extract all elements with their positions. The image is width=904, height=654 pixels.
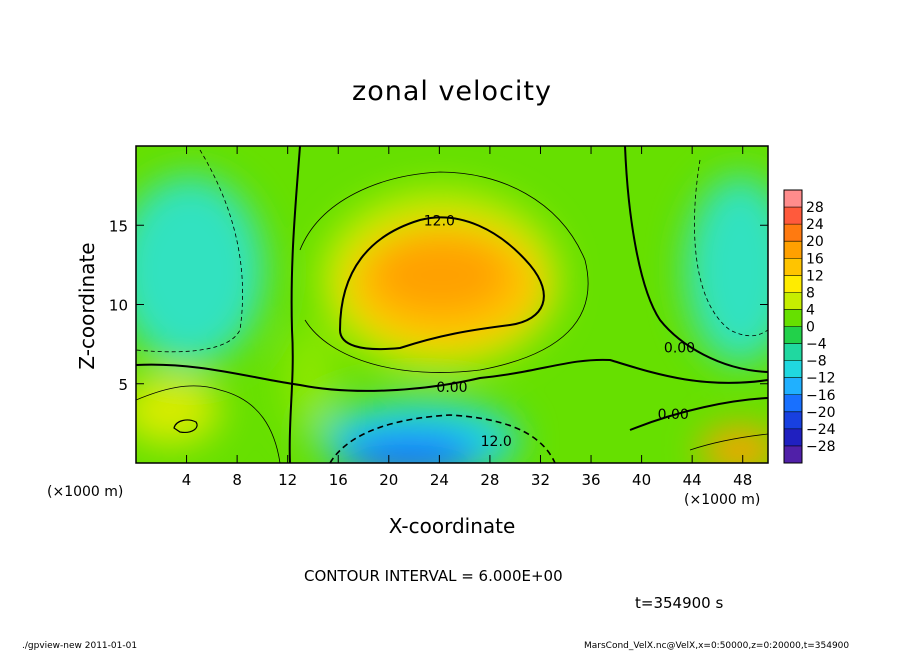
- x-tick-label: 8: [232, 471, 242, 489]
- colorbar-label: 8: [806, 285, 815, 301]
- x-unit-left: (×1000 m): [47, 484, 124, 500]
- colorbar-swatch: [784, 207, 802, 225]
- colorbar-swatch: [784, 326, 802, 345]
- colorbar-swatch: [784, 258, 802, 276]
- colorbar-swatch: [784, 309, 802, 327]
- x-tick-label: 40: [632, 471, 651, 489]
- colorbar-swatch: [784, 190, 802, 208]
- colorbar-label: −8: [806, 354, 827, 370]
- colorbar-label: 12: [806, 268, 824, 284]
- colorbar-label: −16: [806, 388, 836, 404]
- x-tick-label: 20: [379, 471, 398, 489]
- x-unit-right: (×1000 m): [684, 492, 761, 508]
- contour-label: 0.00: [664, 340, 695, 356]
- y-axis-label: Z-coordinate: [75, 242, 99, 370]
- contour-label: 12.0: [481, 434, 512, 450]
- contour-label: 0.00: [436, 380, 467, 396]
- colorbar-swatch: [784, 394, 802, 413]
- colorbar-swatch: [784, 292, 802, 310]
- colorbar-swatch: [784, 241, 802, 259]
- x-tick-label: 48: [733, 471, 752, 489]
- y-tick-label: 5: [118, 376, 128, 394]
- colorbar-swatch: [784, 445, 802, 464]
- colorbar-label: −28: [806, 439, 836, 455]
- colorbar-label: 4: [806, 302, 815, 318]
- footer-right: MarsCond_VelX.nc@VelX,x=0:50000,z=0:2000…: [584, 641, 850, 651]
- colorbar-swatch: [784, 377, 802, 396]
- x-tick-label: 32: [531, 471, 550, 489]
- colorbar-label: −12: [806, 371, 836, 387]
- x-tick-label: 24: [430, 471, 449, 489]
- contour-label: 0.00: [658, 407, 689, 423]
- x-tick-label: 28: [480, 471, 499, 489]
- y-axis-ticks: 5 10 15: [109, 217, 768, 394]
- x-tick-label: 36: [581, 471, 600, 489]
- colorbar-swatch: [784, 275, 802, 293]
- contour-label: 12.0: [424, 213, 455, 229]
- chart-title: zonal velocity: [352, 76, 552, 107]
- contour-labels: 12.0 0.00 12.0 0.00 0.00: [424, 213, 695, 449]
- colorbar-label: −4: [806, 337, 827, 353]
- x-tick-label: 4: [182, 471, 192, 489]
- y-tick-label: 15: [109, 217, 128, 235]
- colorbar-label: 24: [806, 217, 824, 233]
- colorbar-swatch: [784, 411, 802, 430]
- x-tick-label: 12: [278, 471, 297, 489]
- colorbar-label: 20: [806, 234, 824, 250]
- heatmap-field: [136, 146, 768, 463]
- x-axis-ticks: 4 8 12 16 20 24 28 32 36 40 44 48: [182, 146, 752, 489]
- x-axis-label: X-coordinate: [388, 514, 516, 538]
- colorbar-swatch: [784, 343, 802, 362]
- x-tick-label: 44: [683, 471, 702, 489]
- colorbar-label: −24: [806, 422, 836, 438]
- contour-lines: [136, 146, 768, 463]
- time-stamp: t=354900 s: [635, 594, 724, 612]
- colorbar-swatch: [784, 428, 802, 447]
- colorbar-label: 0: [806, 320, 815, 336]
- colorbar-label: 28: [806, 200, 824, 216]
- contour-interval-text: CONTOUR INTERVAL = 6.000E+00: [304, 567, 563, 585]
- colorbar-label: 16: [806, 251, 824, 267]
- colorbar-swatch: [784, 360, 802, 379]
- footer-left: ./gpview-new 2011-01-01: [22, 641, 138, 651]
- x-tick-label: 16: [329, 471, 348, 489]
- colorbar-swatch: [784, 224, 802, 242]
- colorbar-label: −20: [806, 405, 836, 421]
- y-tick-label: 10: [109, 297, 128, 315]
